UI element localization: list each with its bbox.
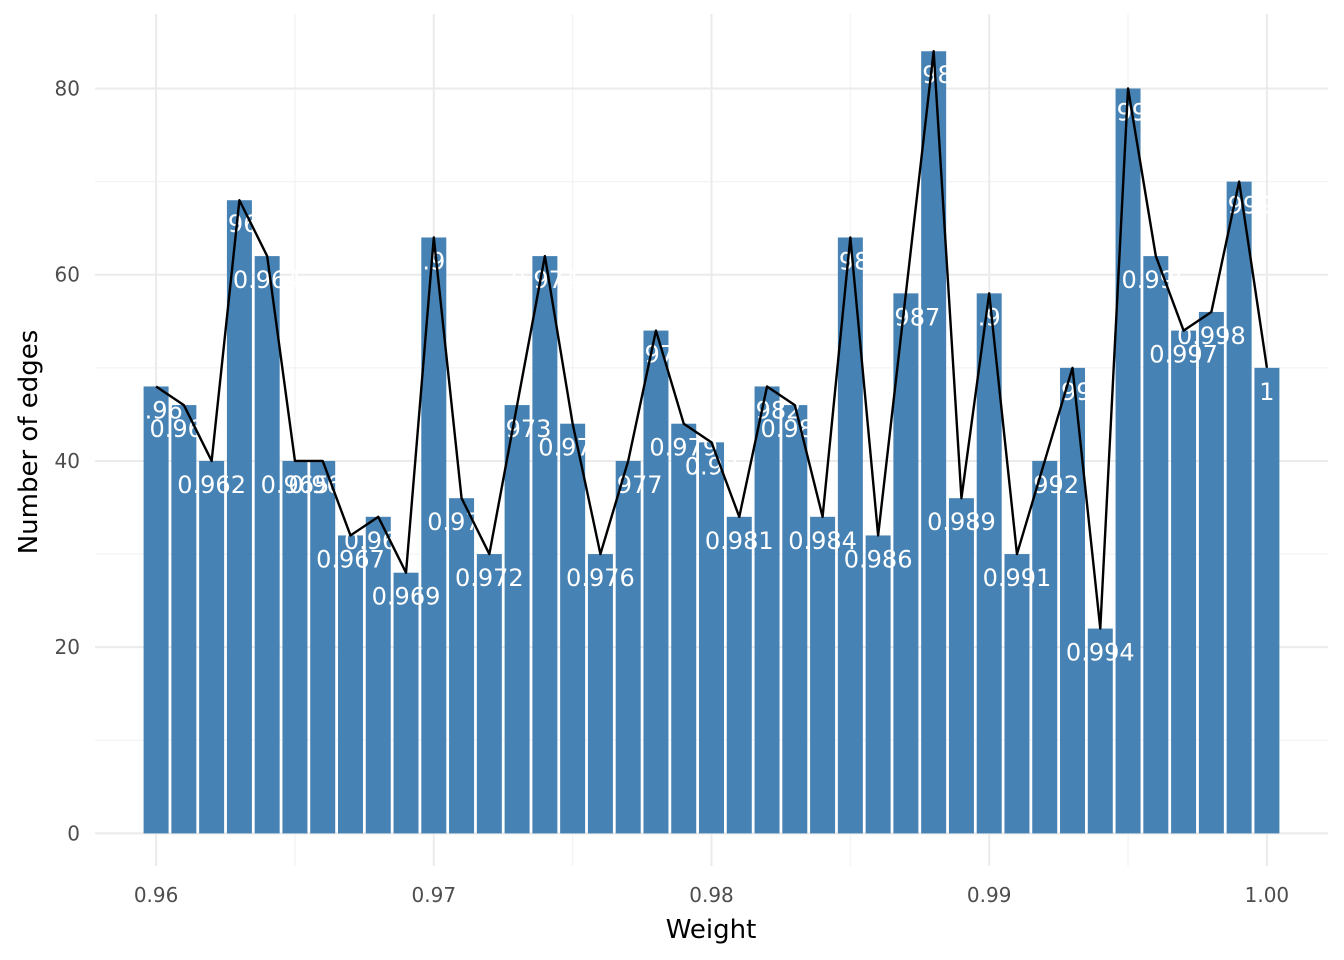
y-tick-label: 80	[55, 76, 80, 100]
bar	[921, 51, 947, 834]
bar-value-label: 0.974	[511, 266, 580, 294]
bar-value-label: 0.962	[177, 471, 246, 499]
bar-value-label: 0.976	[566, 564, 635, 592]
x-axis-title: Weight	[666, 915, 757, 945]
bar	[226, 200, 252, 834]
bar	[476, 554, 502, 834]
bar	[171, 405, 197, 834]
bar	[893, 293, 919, 834]
bar-value-label: 0.971	[427, 508, 496, 536]
bar	[1254, 367, 1280, 834]
bar	[671, 423, 697, 834]
bar-value-label: 0.98	[685, 452, 738, 480]
bar-value-label: 0.998	[1177, 322, 1246, 350]
bar-value-label: 0.972	[455, 564, 524, 592]
bar	[254, 256, 280, 834]
bar	[504, 405, 530, 834]
bar-value-label: 0.993	[1038, 378, 1107, 406]
bar-value-label: 0.981	[705, 527, 774, 555]
bar	[726, 516, 752, 834]
bar	[754, 386, 780, 834]
bar-value-label: 0.973	[483, 415, 552, 443]
axes: 0.96 0.97 0.98 0.99 1.00 0 20 40 60 80	[55, 76, 1290, 907]
bar-value-label: 0.999	[1205, 192, 1274, 220]
bar	[699, 442, 724, 834]
y-axis-title: Number of edges	[14, 330, 44, 555]
bar-value-label: 0.991	[983, 564, 1052, 592]
bar	[976, 293, 1002, 834]
bar	[560, 423, 586, 834]
x-tick-label: 1.00	[1245, 883, 1290, 907]
bar-value-label: 0.96	[129, 396, 182, 424]
bar	[393, 572, 419, 834]
bar	[1032, 460, 1058, 834]
bar-value-label: 0.961	[150, 415, 219, 443]
bar	[1087, 628, 1113, 834]
trend-line	[155, 50, 1269, 630]
y-tick-label: 20	[55, 635, 80, 659]
y-tick-label: 40	[55, 449, 80, 473]
bar-value-label: 0.984	[788, 527, 857, 555]
y-tick-label: 0	[67, 821, 80, 845]
bar-value-label: 0.987	[872, 303, 941, 331]
bar	[1004, 554, 1030, 834]
bar-labels: 0.960.9610.9620.9630.9640.9650.9660.9670…	[129, 61, 1274, 666]
bar-value-label: 1	[1259, 378, 1274, 406]
bar-value-label: 0.966	[288, 471, 357, 499]
bar-value-label: 0.965	[261, 471, 330, 499]
bar-value-label: 0.99	[962, 303, 1015, 331]
x-tick-label: 0.96	[134, 883, 179, 907]
bar	[587, 554, 613, 834]
bar-value-label: 0.997	[1149, 341, 1218, 369]
bar	[199, 460, 225, 834]
bar	[1226, 181, 1252, 834]
bar	[365, 516, 391, 834]
bar-value-label: 0.986	[844, 545, 913, 573]
bar-value-label: 0.967	[316, 545, 385, 573]
bar	[310, 460, 336, 834]
bar	[1115, 88, 1141, 834]
bar-value-label: 0.969	[372, 583, 441, 611]
bar	[810, 516, 836, 834]
bar	[282, 460, 308, 834]
bar	[1171, 330, 1197, 834]
bar-value-label: 0.994	[1066, 639, 1135, 667]
bar-value-label: 0.977	[594, 471, 663, 499]
bar	[615, 460, 641, 834]
bar-value-label: 0.963	[205, 210, 274, 238]
bar	[1198, 311, 1224, 834]
trend-line-group	[155, 50, 1269, 630]
x-tick-label: 0.98	[689, 883, 734, 907]
bar	[1060, 367, 1086, 834]
bar-value-label: 0.992	[1010, 471, 1079, 499]
bar-value-label: 0.983	[760, 415, 829, 443]
bar	[337, 535, 363, 834]
bar	[643, 330, 669, 834]
bar-value-label: 0.978	[622, 341, 691, 369]
bar-value-label: 0.968	[344, 527, 413, 555]
bar-value-label: 0.975	[538, 434, 607, 462]
bar-value-label: 0.964	[233, 266, 302, 294]
bar	[782, 405, 808, 834]
bar	[948, 498, 974, 834]
bar	[865, 535, 891, 834]
x-tick-label: 0.97	[412, 883, 457, 907]
bar	[143, 386, 169, 834]
bar	[532, 256, 558, 834]
x-tick-label: 0.99	[967, 883, 1012, 907]
bar	[449, 498, 475, 834]
bar-value-label: 0.996	[1121, 266, 1190, 294]
bar	[1143, 256, 1169, 834]
bar-value-label: 0.97	[407, 247, 460, 275]
bar-value-label: 0.985	[816, 247, 885, 275]
y-tick-label: 60	[55, 263, 80, 287]
bar-value-label: 0.989	[927, 508, 996, 536]
